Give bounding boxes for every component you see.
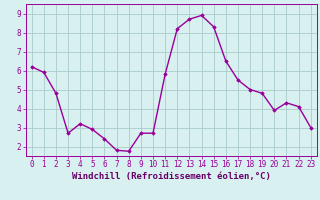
X-axis label: Windchill (Refroidissement éolien,°C): Windchill (Refroidissement éolien,°C) [72, 172, 271, 181]
